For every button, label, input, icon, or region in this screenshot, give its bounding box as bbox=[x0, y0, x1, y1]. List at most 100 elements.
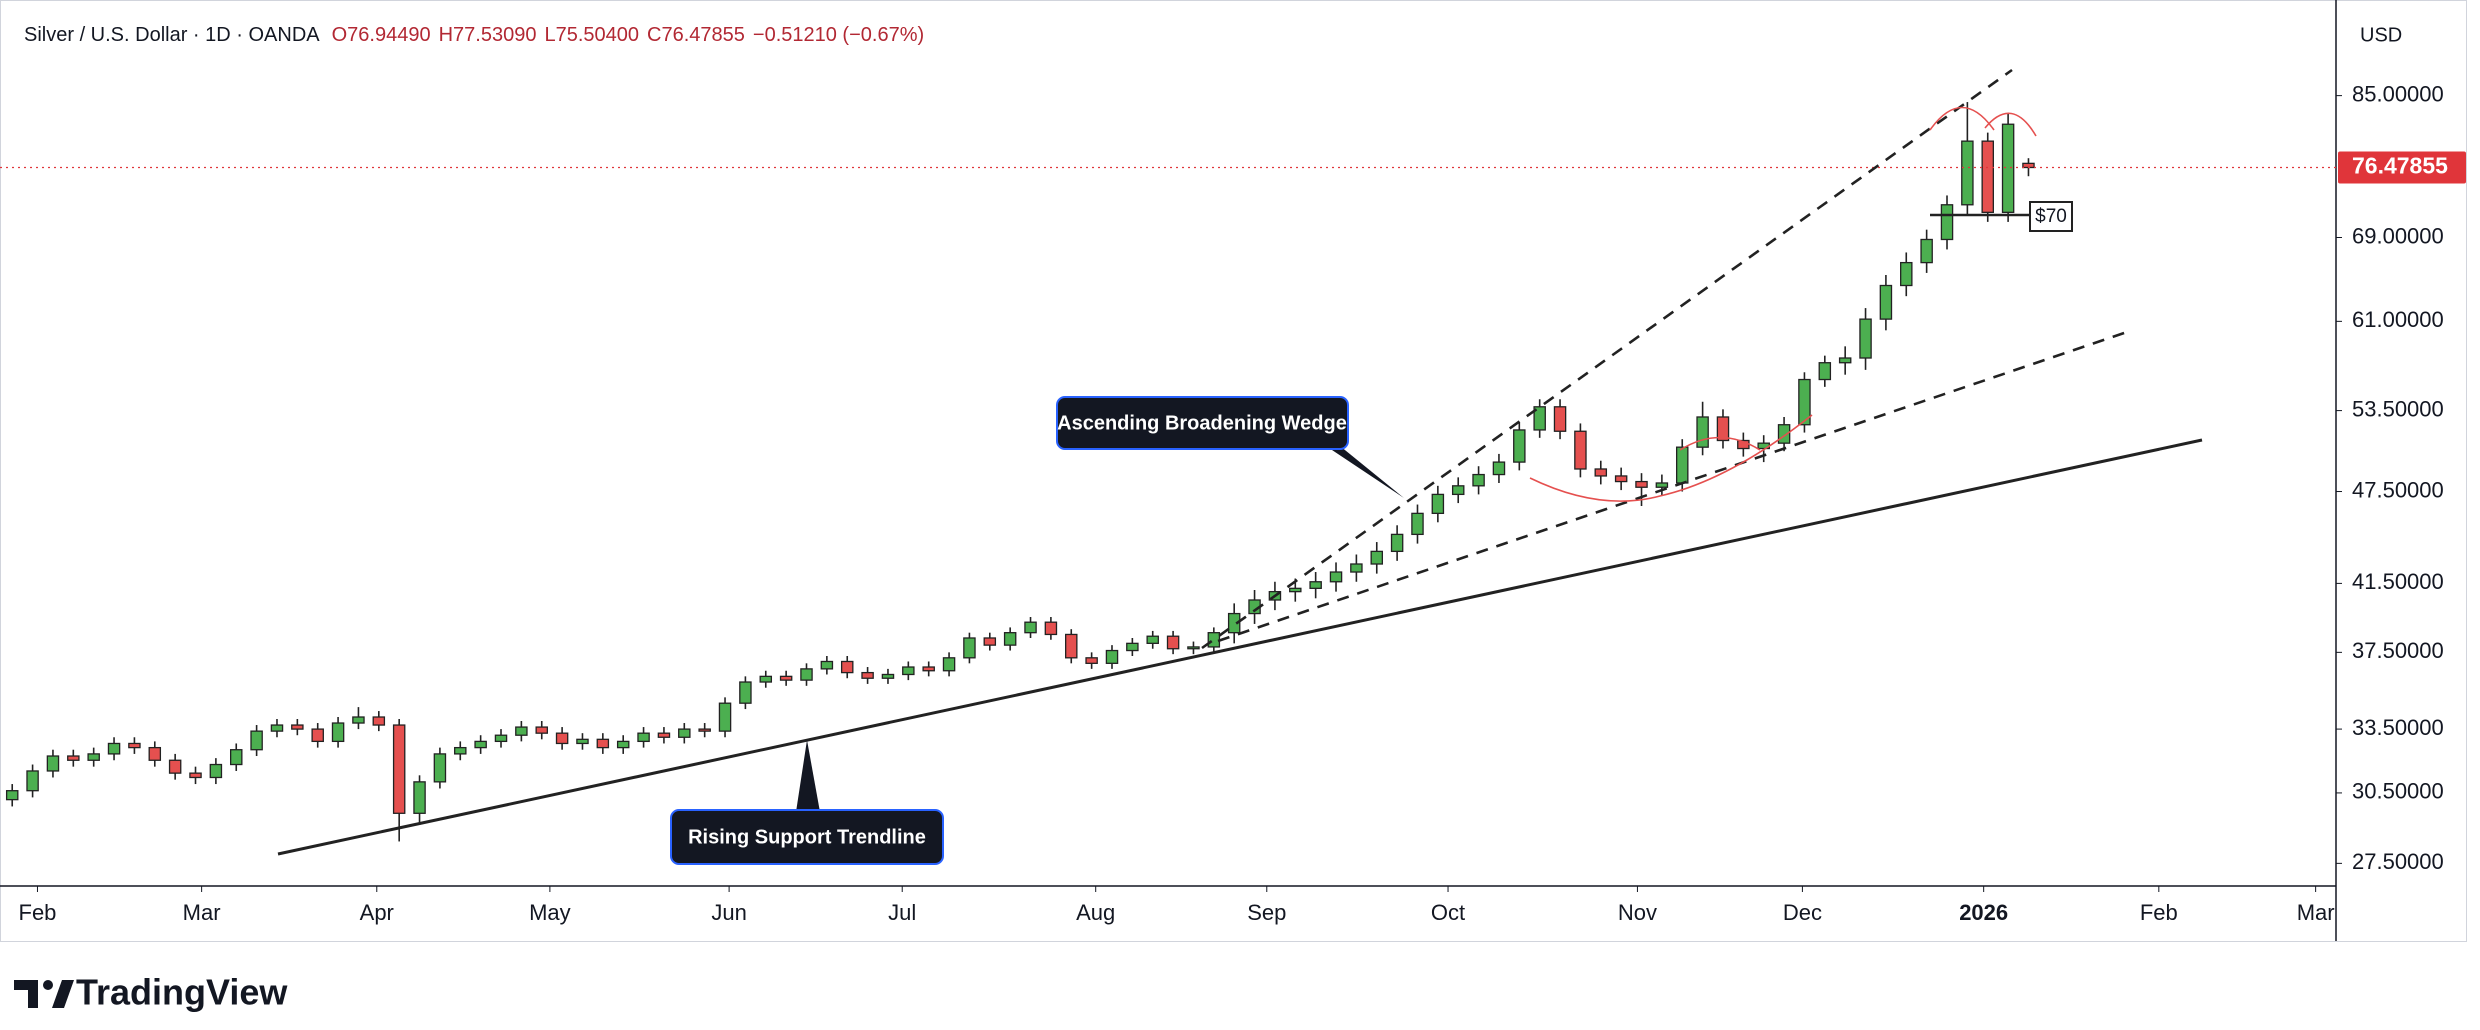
y-tick-label: 61.00000 bbox=[2352, 307, 2444, 332]
candle-body bbox=[392, 724, 406, 814]
chart-frame bbox=[0, 0, 2467, 942]
symbol: Silver / U.S. Dollar · 1D · OANDA bbox=[24, 24, 320, 46]
candle-body bbox=[128, 742, 141, 749]
brand: TradingView bbox=[76, 972, 288, 1013]
currency[interactable]: USD bbox=[2360, 24, 2402, 46]
candle-body bbox=[1777, 424, 1791, 444]
candle-body bbox=[902, 666, 915, 676]
x-tick-label: Mar bbox=[183, 900, 221, 925]
candle-body bbox=[2022, 162, 2035, 169]
handle-arc bbox=[1679, 436, 1761, 451]
candle-body bbox=[1187, 646, 1200, 650]
candle-body bbox=[1838, 357, 1852, 364]
candle-body bbox=[1574, 430, 1587, 470]
candle-body bbox=[1431, 493, 1445, 515]
candle-body bbox=[494, 734, 508, 743]
y-tick-label: 47.50000 bbox=[2352, 477, 2444, 502]
candle-body bbox=[413, 781, 426, 814]
candle-body bbox=[1044, 621, 1058, 636]
callout-pointer bbox=[1326, 446, 1404, 498]
candle-body bbox=[1920, 238, 1933, 264]
lower-wedge-line bbox=[1217, 330, 2128, 643]
candle-body bbox=[1859, 318, 1872, 359]
x-tick-label: Mar bbox=[2297, 900, 2335, 925]
candle-body bbox=[820, 660, 834, 670]
legend-header: Silver / U.S. Dollar · 1D · OANDA O76.944… bbox=[24, 24, 924, 46]
candle-body bbox=[209, 763, 223, 779]
candle-body bbox=[1411, 512, 1424, 536]
callout-pointer bbox=[796, 740, 820, 812]
candle-body bbox=[1390, 533, 1404, 553]
candle-body bbox=[1614, 475, 1628, 483]
candle-body bbox=[1126, 642, 1139, 652]
x-tick-label: 2026 bbox=[1959, 900, 2008, 925]
plot-area bbox=[0, 102, 2336, 842]
candle-body bbox=[2001, 123, 2015, 213]
candle-body bbox=[922, 666, 935, 672]
candle-body bbox=[372, 716, 386, 726]
x-tick-label: Sep bbox=[1247, 900, 1286, 925]
ohlc-open: O76.94490 bbox=[332, 24, 431, 46]
candle-body bbox=[779, 675, 793, 681]
candle-body bbox=[270, 724, 284, 732]
x-tick-label: Feb bbox=[19, 900, 57, 925]
candle-body bbox=[352, 716, 365, 724]
brand-logo bbox=[14, 980, 74, 1008]
callout-text: Rising Support Trendline bbox=[688, 826, 926, 848]
candle-body bbox=[250, 730, 263, 751]
candle-body bbox=[1655, 482, 1669, 488]
ohlc-change: −0.51210 (−0.67%) bbox=[753, 24, 924, 46]
candle-body bbox=[657, 732, 671, 738]
candle-body bbox=[331, 722, 345, 743]
candle-body bbox=[474, 740, 487, 749]
candle-body bbox=[1696, 416, 1709, 448]
candle-body bbox=[800, 668, 813, 681]
candle-body bbox=[454, 746, 467, 755]
candle-body bbox=[311, 728, 324, 743]
annotations: $70 Ascending Broadening Wedge Rising Su… bbox=[277, 68, 2203, 865]
x-tick-label: Oct bbox=[1431, 900, 1465, 925]
candle-body bbox=[148, 746, 162, 761]
candle-body bbox=[1024, 621, 1037, 634]
candle-body bbox=[1594, 468, 1608, 477]
peak-arc bbox=[1984, 112, 2037, 137]
candle-body bbox=[942, 657, 956, 672]
ohlc-low: L75.50400 bbox=[544, 24, 639, 46]
candle-body bbox=[840, 660, 854, 674]
y-tick-label: 33.50000 bbox=[2352, 715, 2444, 740]
candle-body bbox=[983, 637, 997, 646]
y-tick-label: 30.50000 bbox=[2352, 779, 2444, 804]
candle-body bbox=[616, 740, 630, 749]
ohlc-close: C76.47855 bbox=[647, 24, 745, 46]
callout-box bbox=[670, 809, 944, 865]
candle-body bbox=[1635, 480, 1648, 488]
x-tick-label: Apr bbox=[360, 900, 394, 925]
candle-body bbox=[5, 790, 19, 801]
candle-body bbox=[1879, 284, 1893, 320]
x-tick-label: May bbox=[529, 900, 571, 925]
level-label: $70 bbox=[2035, 206, 2067, 227]
candle-body bbox=[637, 732, 650, 743]
candle-body bbox=[1329, 571, 1343, 583]
y-tick-label: 41.50000 bbox=[2352, 569, 2444, 594]
y-tick-label: 53.50000 bbox=[2352, 396, 2444, 421]
candle-body bbox=[1105, 649, 1119, 664]
callout-text: Ascending Broadening Wedge bbox=[1057, 412, 1347, 434]
candle-body bbox=[229, 749, 243, 766]
candle-body bbox=[1003, 632, 1017, 646]
candle-body bbox=[1940, 204, 1954, 241]
candle-body bbox=[1472, 473, 1485, 487]
candle-body bbox=[515, 726, 528, 736]
candle-body bbox=[1085, 657, 1098, 664]
candle-body bbox=[678, 728, 691, 738]
cup-arc bbox=[1529, 414, 1813, 502]
candle-body bbox=[1289, 587, 1302, 593]
y-tick-label: 69.00000 bbox=[2352, 223, 2444, 248]
candle-body bbox=[1900, 261, 1913, 287]
candle-body bbox=[168, 759, 182, 774]
candle-body bbox=[1065, 633, 1078, 659]
x-tick-label: Dec bbox=[1783, 900, 1822, 925]
candle-body bbox=[433, 753, 447, 783]
